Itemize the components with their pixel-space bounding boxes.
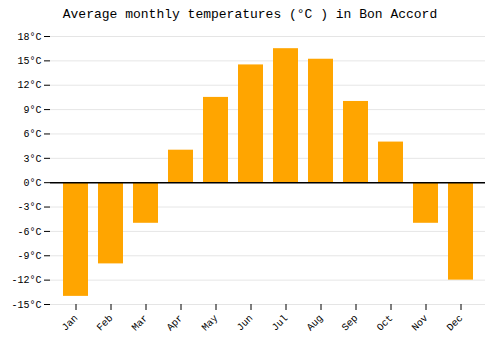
svg-text:Aug: Aug <box>305 313 326 334</box>
svg-text:-6°C: -6°C <box>17 227 41 238</box>
svg-text:-3°C: -3°C <box>17 202 41 213</box>
svg-text:Feb: Feb <box>95 313 116 334</box>
svg-text:-12°C: -12°C <box>11 275 41 286</box>
svg-text:Jul: Jul <box>270 313 291 334</box>
svg-text:-15°C: -15°C <box>11 300 41 311</box>
svg-text:18°C: 18°C <box>17 32 41 43</box>
html-text:Average monthly temperatures (: Average monthly temperatures (°C ) in Bo… <box>62 7 438 22</box>
svg-text:Mar: Mar <box>130 313 151 334</box>
svg-text:Oct: Oct <box>375 313 396 334</box>
svg-text:6°C: 6°C <box>23 129 41 140</box>
svg-text:Nov: Nov <box>410 313 431 334</box>
svg-text:Jan: Jan <box>60 313 81 334</box>
svg-text:0°C: 0°C <box>23 178 41 189</box>
svg-text:15°C: 15°C <box>17 56 41 67</box>
svg-text:Jun: Jun <box>235 313 256 334</box>
svg-text:-9°C: -9°C <box>17 251 41 262</box>
svg-text:Sep: Sep <box>340 313 361 334</box>
svg-text:Apr: Apr <box>165 313 186 334</box>
svg-text:9°C: 9°C <box>23 105 41 116</box>
svg-text:12°C: 12°C <box>17 80 41 91</box>
svg-text:3°C: 3°C <box>23 154 41 165</box>
svg-text:Dec: Dec <box>445 313 466 334</box>
svg-text:May: May <box>200 313 221 334</box>
